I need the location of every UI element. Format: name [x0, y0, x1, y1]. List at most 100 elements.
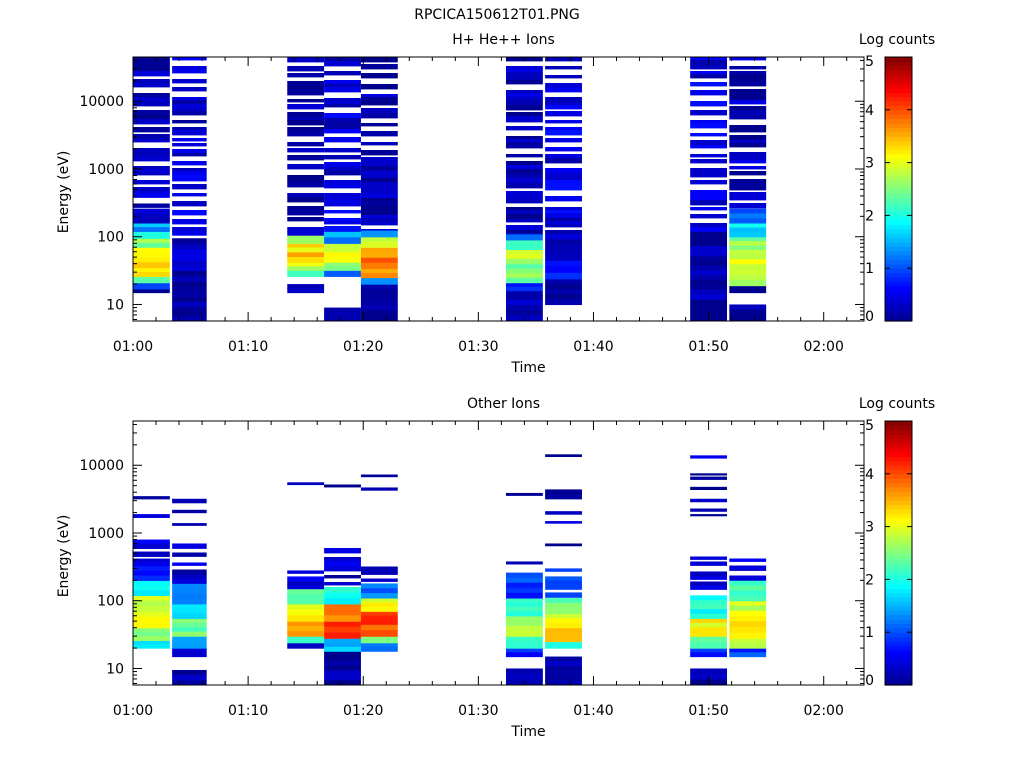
time-column — [690, 455, 728, 685]
colorbar-segment — [885, 180, 912, 186]
energy-bin — [545, 175, 582, 181]
y-tick-label: 10000 — [79, 458, 124, 474]
energy-bin — [545, 608, 582, 614]
energy-bin — [505, 161, 543, 166]
energy-bin — [505, 72, 543, 76]
energy-bin — [505, 249, 543, 255]
energy-bin — [172, 636, 207, 643]
energy-bin — [360, 611, 398, 617]
energy-bin — [133, 139, 170, 143]
energy-bin — [690, 498, 728, 503]
x-tick-label: 01:50 — [688, 339, 728, 355]
x-tick-label: 02:00 — [804, 339, 844, 355]
energy-bin — [360, 569, 398, 575]
energy-bin — [729, 274, 767, 281]
energy-bin — [133, 134, 170, 140]
colorbar-segment — [885, 680, 912, 686]
energy-bin — [505, 154, 543, 158]
energy-bin — [133, 231, 170, 239]
colorbar-segment — [885, 513, 912, 519]
energy-bin — [287, 270, 325, 277]
y-tick-label: 1000 — [88, 162, 124, 178]
colorbar-segment — [885, 277, 912, 282]
energy-bin — [690, 609, 728, 615]
colorbar-segment — [885, 197, 912, 203]
colorbar-segment — [885, 92, 912, 98]
energy-bin — [505, 597, 543, 603]
figure-title: RPCICA150612T01.PNG — [414, 7, 579, 23]
energy-bin — [172, 588, 207, 595]
energy-bin — [360, 593, 398, 599]
energy-bin — [133, 172, 170, 176]
energy-bin — [133, 64, 170, 68]
colorbar-segment — [885, 263, 912, 269]
energy-bin — [133, 558, 170, 562]
energy-bin — [324, 575, 361, 579]
energy-bin — [133, 152, 170, 157]
time-column — [287, 482, 325, 649]
energy-bin — [287, 227, 325, 232]
energy-bin — [360, 305, 398, 312]
energy-bin — [324, 84, 361, 88]
x-axis-ticks — [132, 421, 848, 685]
energy-bin — [729, 128, 767, 133]
energy-bin — [545, 622, 582, 629]
energy-bin — [690, 200, 728, 206]
energy-bin — [690, 82, 728, 87]
energy-bin — [545, 230, 582, 235]
energy-bin — [172, 107, 207, 112]
y-axis-ticks — [133, 423, 864, 684]
energy-bin — [324, 484, 361, 488]
colorbar-segment — [885, 303, 912, 309]
energy-bin — [324, 247, 361, 253]
y-tick-label: 1000 — [88, 526, 124, 542]
energy-bin — [505, 136, 543, 140]
energy-bin — [505, 66, 543, 70]
colorbar-segment — [885, 149, 912, 155]
energy-bin — [545, 254, 582, 261]
colorbar-segment — [885, 285, 912, 291]
energy-bin — [360, 131, 398, 137]
energy-bin — [690, 486, 728, 490]
energy-bin — [360, 73, 398, 79]
energy-bin — [505, 230, 543, 234]
energy-bin — [545, 111, 582, 117]
energy-bin — [505, 602, 543, 608]
energy-bin — [287, 262, 325, 267]
energy-bin — [133, 600, 170, 607]
energy-bin — [324, 71, 361, 76]
energy-bin — [690, 195, 728, 201]
energy-bin — [729, 156, 767, 161]
time-column — [505, 492, 543, 685]
energy-bin — [172, 613, 207, 619]
energy-bin — [690, 284, 728, 291]
colorbar-segment — [885, 162, 912, 168]
energy-bin — [729, 106, 767, 111]
energy-bin — [287, 603, 325, 611]
energy-bin — [360, 487, 398, 491]
energy-bin — [545, 294, 582, 300]
energy-bin — [360, 602, 398, 608]
colorbar-segment — [885, 632, 912, 638]
energy-bin — [505, 233, 543, 241]
energy-bin — [172, 679, 207, 685]
energy-bin — [690, 473, 728, 476]
energy-bin — [360, 268, 398, 274]
colorbar-segment — [885, 601, 912, 607]
energy-bin — [690, 168, 728, 174]
energy-bin — [545, 83, 582, 89]
colorbar-frame — [884, 420, 913, 686]
time-column — [545, 57, 582, 306]
energy-bin — [172, 281, 207, 288]
energy-bin — [360, 191, 398, 195]
energy-bin — [360, 294, 398, 301]
energy-bin — [324, 638, 361, 644]
colorbar-segment — [885, 531, 912, 536]
energy-bin — [690, 604, 728, 610]
energy-bin — [505, 165, 543, 170]
energy-bin — [172, 87, 207, 92]
colorbar-segment — [885, 272, 912, 278]
energy-bin — [690, 561, 728, 566]
